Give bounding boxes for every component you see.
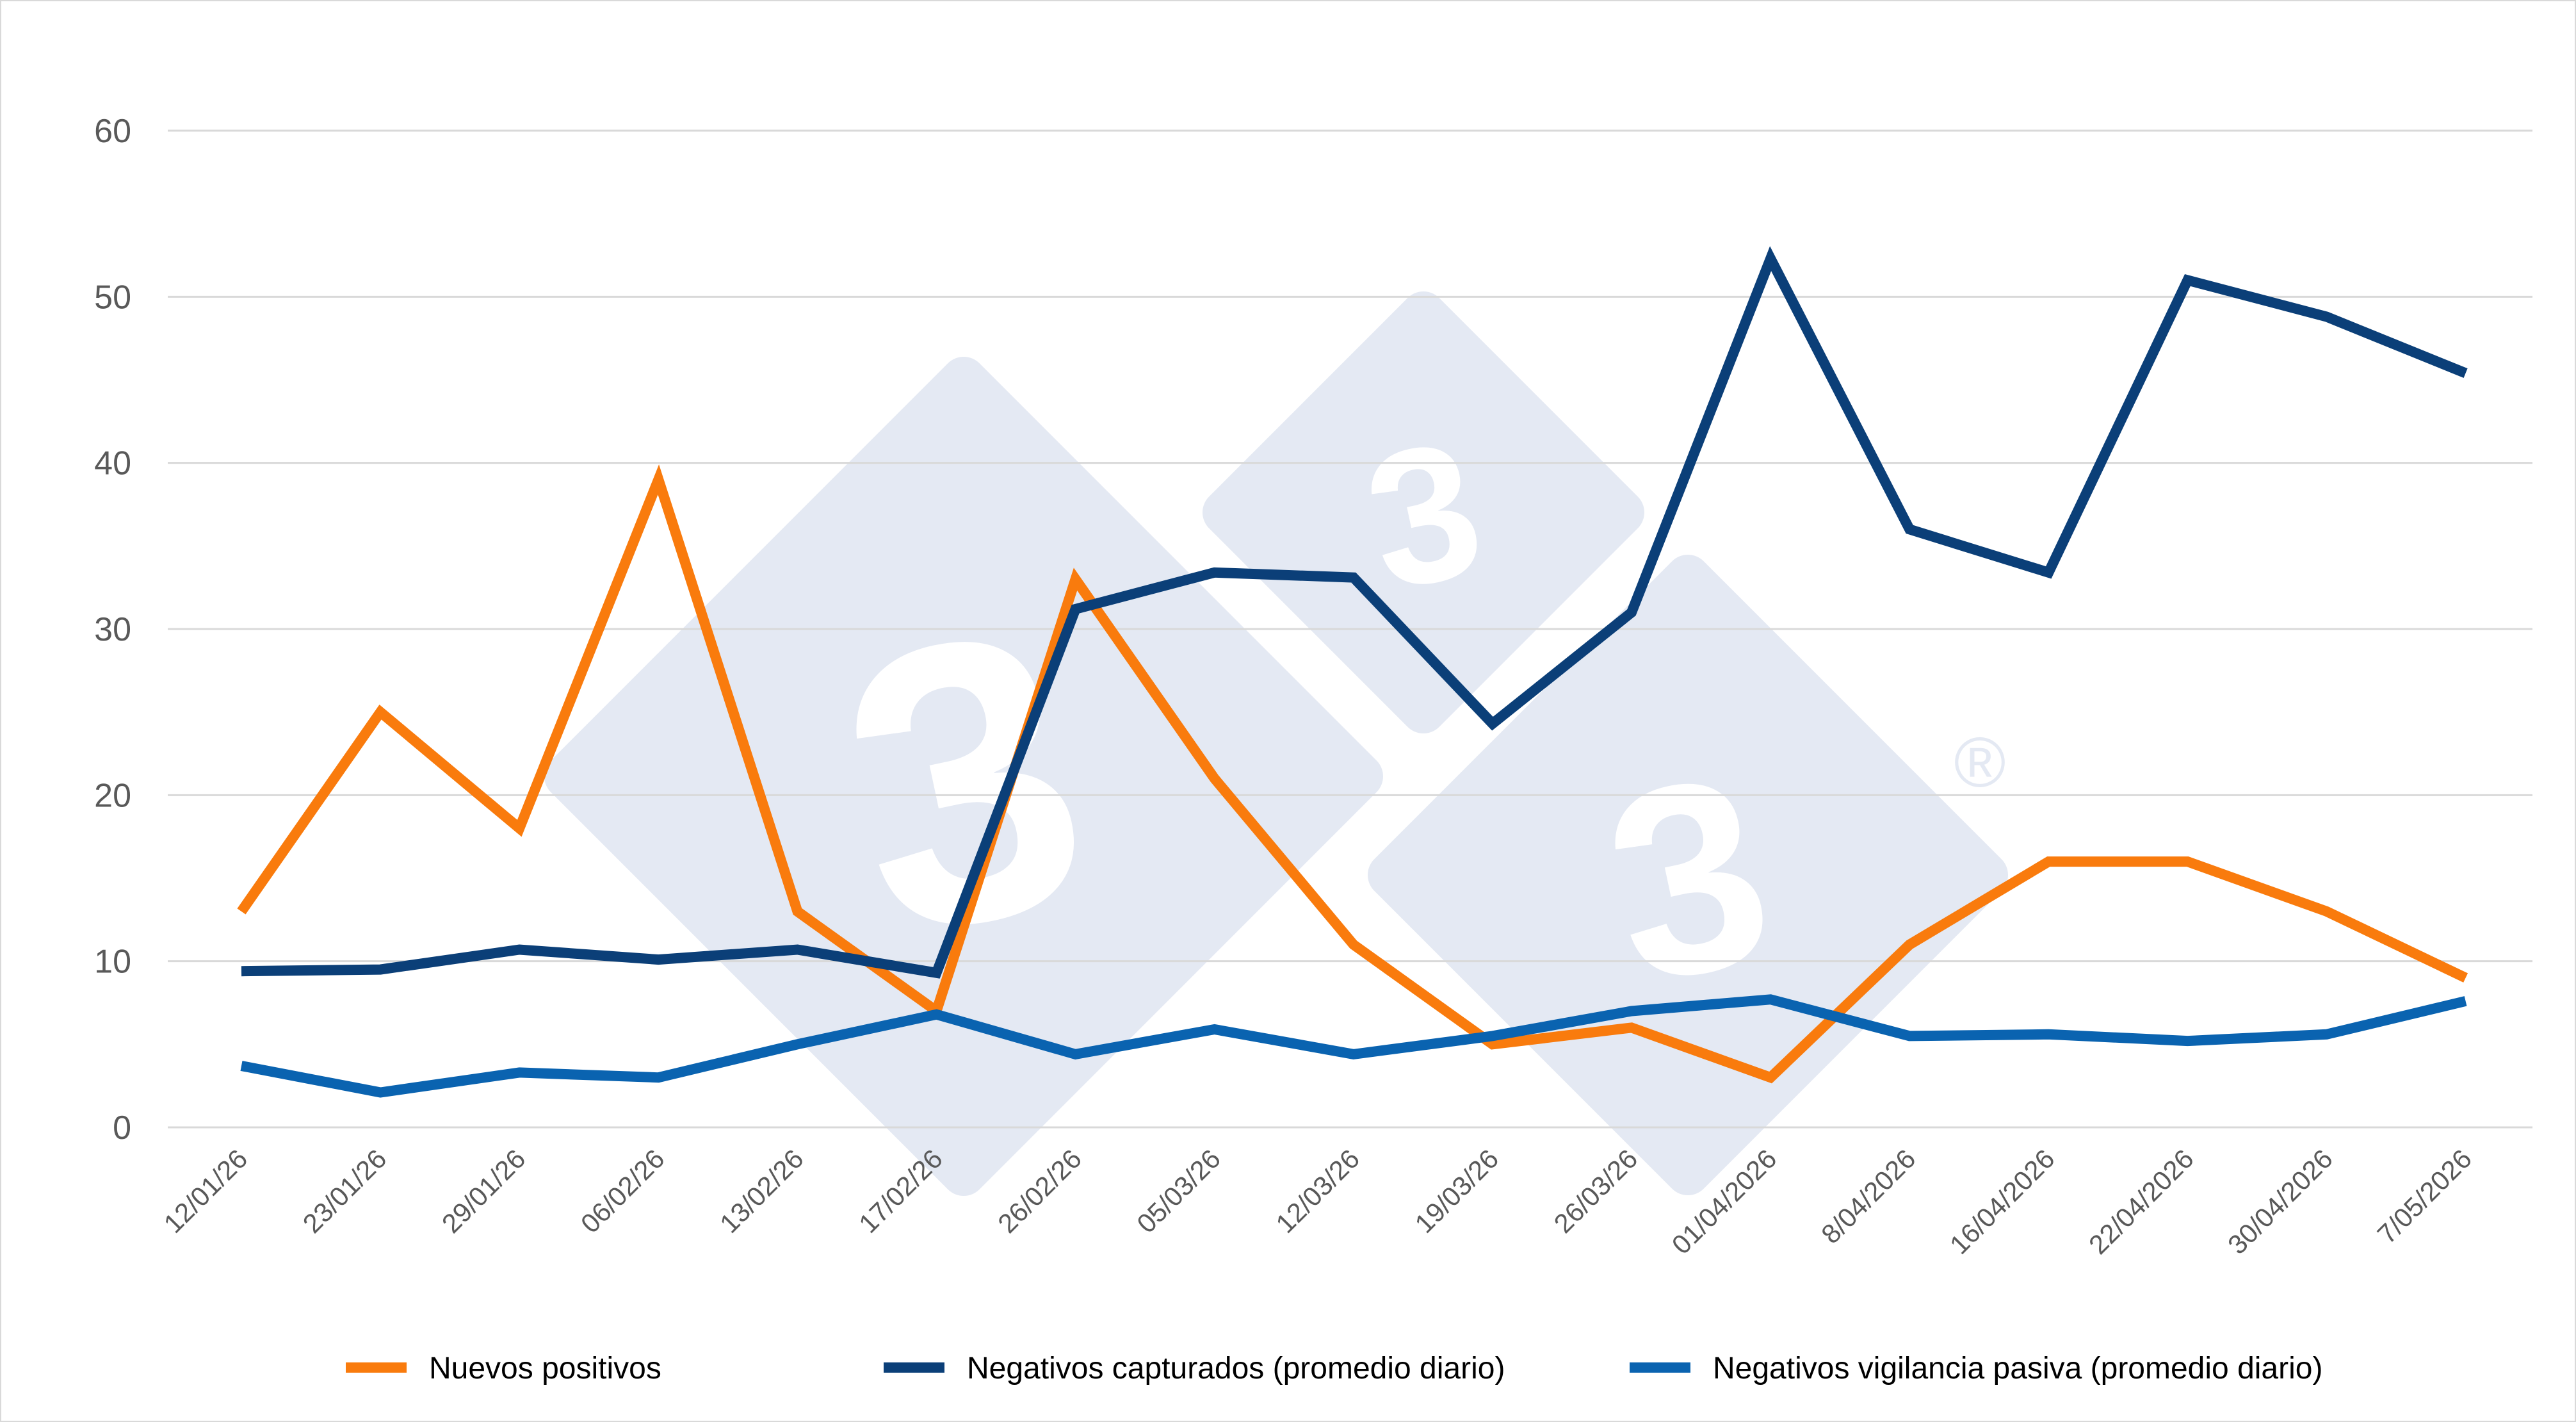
y-tick-label: 0 — [113, 1109, 131, 1147]
series-line — [237, 464, 2468, 1084]
x-axis-ticks: 12/01/26 23/01/26 29/01/26 06/02/26 13/02/26… — [158, 1143, 2477, 1260]
watermark-logo: 333 ® — [544, 291, 2008, 1196]
legend-label: Negativos capturados (promedio diario) — [967, 1352, 1505, 1385]
x-tick-label: 17/02/26 — [853, 1143, 948, 1239]
y-tick-label: 40 — [94, 445, 131, 482]
series-line — [241, 246, 2468, 979]
y-axis-ticks: 0 10 20 30 40 50 60 — [94, 113, 131, 1147]
x-tick-label: 06/02/26 — [575, 1143, 670, 1239]
x-tick-label: 13/02/26 — [714, 1143, 809, 1239]
legend-item: Negativos vigilancia pasiva (promedio di… — [1630, 1352, 2322, 1385]
x-tick-label: 26/03/26 — [1548, 1143, 1644, 1239]
x-tick-label: 8/04/2026 — [1815, 1143, 1921, 1249]
x-tick-label: 30/04/2026 — [2222, 1143, 2338, 1260]
legend: Nuevos positivos Negativos capturados (pr… — [346, 1352, 2322, 1385]
x-tick-label: 12/03/26 — [1270, 1143, 1365, 1239]
y-tick-label: 30 — [94, 611, 131, 648]
series-lines — [237, 246, 2468, 1098]
x-tick-label: 19/03/26 — [1409, 1143, 1504, 1239]
x-tick-label: 16/04/2026 — [1944, 1143, 2061, 1260]
legend-label: Negativos vigilancia pasiva (promedio di… — [1713, 1352, 2322, 1385]
x-tick-label: 7/05/2026 — [2372, 1143, 2477, 1249]
y-tick-label: 50 — [94, 279, 131, 316]
x-tick-label: 05/03/26 — [1131, 1143, 1226, 1239]
legend-item: Nuevos positivos — [346, 1352, 661, 1385]
watermark-registered-mark: ® — [1954, 723, 2005, 802]
y-tick-label: 10 — [94, 944, 131, 981]
x-tick-label: 29/01/26 — [436, 1143, 531, 1239]
series-line — [240, 994, 2467, 1098]
legend-item: Negativos capturados (promedio diario) — [884, 1352, 1505, 1385]
gridlines — [168, 129, 2532, 1129]
x-tick-label: 23/01/26 — [297, 1143, 393, 1239]
x-tick-label: 12/01/26 — [158, 1143, 254, 1239]
y-tick-label: 20 — [94, 777, 131, 814]
y-tick-label: 60 — [94, 113, 131, 150]
x-tick-label: 22/04/2026 — [2083, 1143, 2199, 1260]
watermark-diamond: 3 — [544, 357, 1383, 1196]
legend-label: Nuevos positivos — [429, 1352, 661, 1385]
